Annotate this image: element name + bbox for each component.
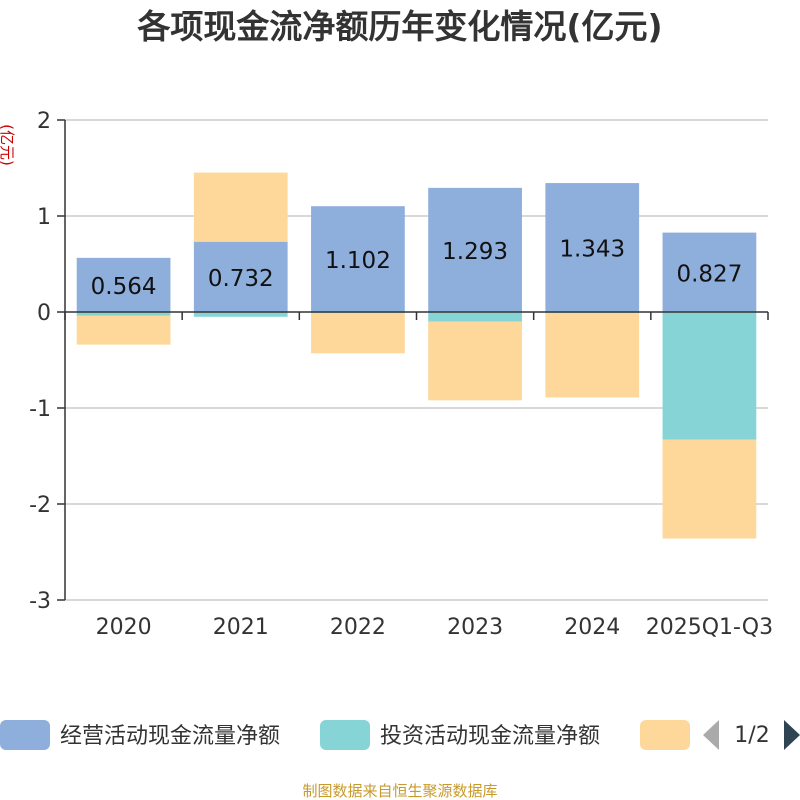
chart-title: 各项现金流净额历年变化情况(亿元) [136,7,662,46]
bar-series3-2025Q1-Q3[interactable] [662,439,757,539]
x-tick-label: 2023 [447,615,503,640]
data-label: 0.564 [91,274,157,300]
legend-pager: 1/2 [703,720,800,750]
y-tick-label: 0 [37,301,51,326]
bar-series1-2022[interactable] [311,206,405,312]
bars-group [76,172,757,539]
bar-series3-2023[interactable] [428,321,522,401]
y-axis-label: (亿元) [0,124,16,166]
data-label: 1.343 [559,237,625,263]
bar-series2-2020[interactable] [76,312,171,316]
x-tick-label: 2024 [564,615,620,640]
bar-series1-2021[interactable] [193,241,288,312]
bar-series2-2021[interactable] [193,312,288,317]
y-tick-label: -3 [29,589,51,614]
x-tick-label: 2020 [96,615,152,640]
y-tick-label: 2 [37,109,51,134]
bar-series3-2021[interactable] [193,172,288,242]
x-tick-label: 2025Q1-Q3 [646,615,773,640]
x-tick-label: 2022 [330,615,386,640]
legend-prev-icon[interactable] [703,720,719,750]
bar-series3-2022[interactable] [311,312,405,354]
legend-swatch-2[interactable] [320,720,370,750]
axes-group: 2 1 0 -1 -2 -3 2020 2021 2022 2023 2024 2025Q1-Q3 [29,109,773,640]
bar-series1-2023[interactable] [428,187,522,312]
legend-swatch-1[interactable] [0,720,50,750]
bar-series3-2024[interactable] [545,312,640,398]
legend-swatch-3[interactable] [640,720,690,750]
legend-label-2[interactable]: 投资活动现金流量净额 [380,724,600,749]
data-label: 0.732 [208,266,274,292]
legend-page-indicator: 1/2 [734,723,769,748]
y-tick-label: -2 [29,493,51,518]
bar-series1-2024[interactable] [545,183,640,312]
bar-series1-2025Q1-Q3[interactable] [662,232,757,312]
legend-next-icon[interactable] [784,720,800,750]
legend: 经营活动现金流量净额 投资活动现金流量净额 [0,720,690,750]
data-label: 0.827 [676,261,742,287]
bar-series3-2020[interactable] [76,315,171,345]
x-tick-label: 2021 [213,615,269,640]
bar-series2-2025Q1-Q3[interactable] [662,312,757,440]
legend-label-1[interactable]: 经营活动现金流量净额 [60,724,280,749]
source-note: 制图数据来自恒生聚源数据库 [302,782,497,800]
grid-lines [65,119,768,601]
data-labels-group: 0.564 0.732 1.102 1.293 1.343 0.827 [91,237,743,300]
data-label: 1.102 [325,248,391,274]
data-label: 1.293 [442,239,508,265]
bar-series1-2020[interactable] [76,257,171,312]
y-tick-label: -1 [29,397,51,422]
y-tick-label: 1 [37,205,51,230]
bar-series2-2023[interactable] [428,312,522,322]
